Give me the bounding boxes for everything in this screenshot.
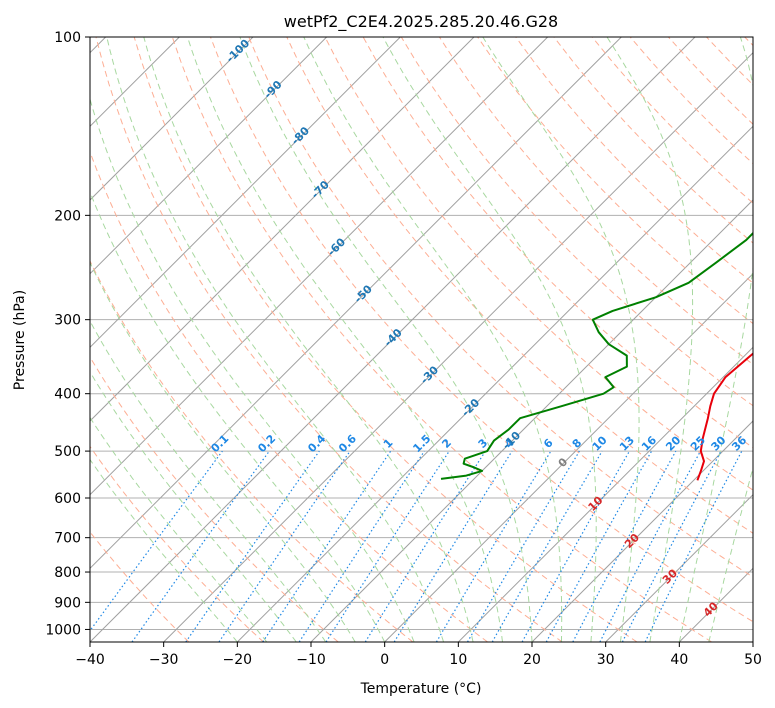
moist-adiabat-line [90, 416, 268, 642]
dry-adiabat-line [324, 37, 753, 491]
x-tick-label: 40 [670, 652, 688, 668]
moist-adiabat-line [90, 190, 386, 642]
dry-adiabat-line [90, 259, 414, 642]
mixing-ratio-line [644, 450, 743, 642]
x-tick-label: −20 [223, 652, 253, 668]
temperature-profile-line [696, 352, 753, 481]
moist-adiabat-line [239, 37, 533, 642]
isotherm-line [90, 37, 475, 422]
dewpoint-profile-line [440, 231, 753, 480]
moist-adiabat-line [143, 37, 474, 642]
plot-frame [89, 36, 754, 643]
moist-adiabat-line [708, 465, 753, 642]
moist-adiabat-line [90, 97, 415, 642]
y-tick-label: 600 [54, 491, 81, 507]
isotherm-line [531, 420, 753, 642]
isotherm-line [605, 493, 753, 642]
isotherm-line [457, 346, 753, 642]
x-tick-label: −10 [296, 652, 326, 668]
moist-adiabat-line [482, 37, 640, 642]
y-axis-label: Pressure (hPa) [12, 290, 28, 390]
y-tick-label: 700 [54, 531, 81, 547]
chart-title: wetPf2_C2E4.2025.285.20.46.G28 [284, 12, 558, 32]
x-tick-label: 10 [449, 652, 467, 668]
moist-adiabat-line [187, 37, 503, 642]
moist-adiabat-line [90, 320, 327, 642]
moist-adiabat-line [106, 37, 445, 642]
mixing-ratio-line [185, 450, 320, 642]
moist-adiabat-line [90, 370, 297, 642]
x-tick-label: 20 [523, 652, 541, 668]
dry-adiabat-line [90, 356, 339, 642]
y-tick-label: 400 [54, 387, 81, 403]
mixing-ratio-line [90, 450, 223, 632]
isotherm-line [90, 37, 254, 201]
x-tick-label: 0 [380, 652, 389, 668]
mixing-ratio-line [393, 450, 513, 642]
dry-adiabat-line [210, 37, 753, 623]
mixing-ratio-line [218, 450, 351, 642]
mixing-ratio-line [131, 450, 270, 642]
y-tick-label: 800 [54, 565, 81, 581]
mixing-ratio-line [572, 450, 677, 642]
isotherm-line [90, 37, 328, 275]
dry-adiabat-line [95, 37, 563, 642]
y-tick-label: 300 [54, 313, 81, 329]
moist-adiabat-line [90, 458, 238, 642]
axes: −40 −30 −20 −10 0 10 20 30 40 50 100 200 300 400 500 60… [45, 30, 762, 668]
series-layer [440, 231, 753, 481]
dry-adiabat-line [515, 37, 753, 284]
mixing-ratio-line [545, 450, 653, 642]
dry-adiabat-line [90, 445, 264, 642]
moist-adiabat-line [90, 261, 356, 642]
dry-adiabat-line [133, 37, 638, 642]
isotherm-line [90, 37, 696, 642]
isotherm-line [163, 51, 753, 642]
dry-adiabat-line [286, 37, 753, 534]
y-tick-label: 900 [54, 595, 81, 611]
mixing-ratio-line [521, 450, 631, 642]
x-tick-label: −40 [75, 652, 105, 668]
isotherm-line [236, 125, 753, 642]
x-tick-label: 30 [597, 652, 615, 668]
y-tick-label: 200 [54, 208, 81, 224]
moist-adiabat-line [382, 37, 597, 642]
y-tick-label: 1000 [45, 622, 81, 638]
isotherm-line [90, 37, 549, 496]
isotherm-line [384, 272, 753, 642]
moist-adiabat-line [303, 37, 563, 642]
isotherm-line [90, 37, 622, 570]
x-axis-label: Temperature (°C) [360, 681, 482, 697]
mixing-ratio-line [325, 450, 450, 642]
y-tick-label: 100 [54, 30, 81, 46]
x-tick-label: 50 [744, 652, 762, 668]
y-tick-label: 500 [54, 444, 81, 460]
grid-layer [90, 37, 753, 642]
mixing-ratio-line [298, 450, 425, 642]
mixing-ratio-line [262, 450, 392, 642]
dry-adiabat-line [171, 37, 712, 642]
isotherm-line [90, 37, 401, 349]
moist-adiabat-line [678, 37, 753, 642]
x-tick-label: −30 [149, 652, 179, 668]
dry-adiabat-line [248, 37, 753, 578]
